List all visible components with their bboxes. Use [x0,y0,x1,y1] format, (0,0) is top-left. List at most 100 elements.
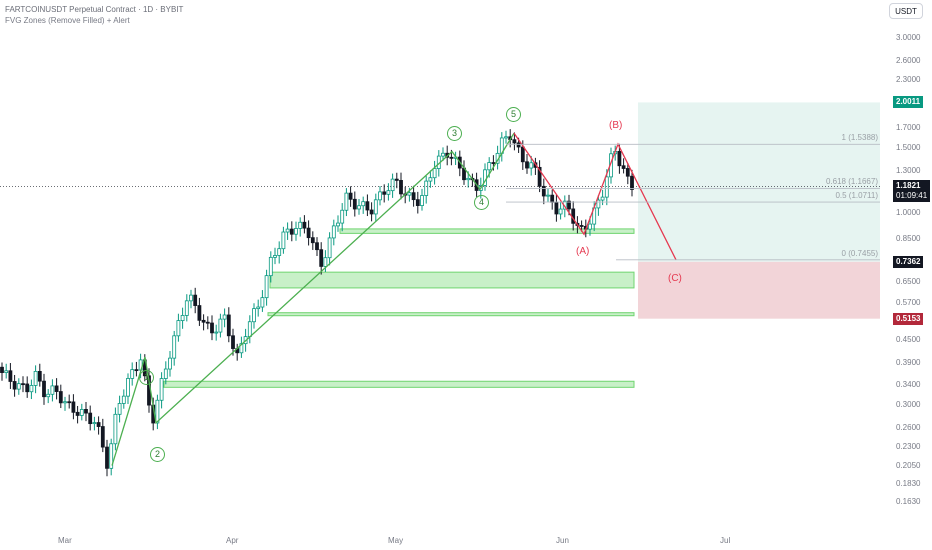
candle [462,160,466,185]
fvg-zone [163,380,635,388]
price-tick: 2.3000 [896,75,921,85]
candle [172,330,177,366]
candle-body [340,209,345,224]
wave-label-2: 2 [150,447,165,462]
candle [630,169,634,197]
candle-body [176,320,181,337]
candle-body [394,178,399,181]
wave-label-(B): (B) [609,120,623,131]
price-tick: 0.5700 [896,297,921,307]
candle-body [100,426,105,448]
candle-body [487,162,492,171]
candle [180,307,185,329]
wave-label-(A): (A) [576,246,590,257]
candle-body [386,190,391,195]
price-tick: 1.7000 [896,123,921,133]
price-tick: 0.3400 [896,379,921,389]
candle [298,217,303,237]
candle [100,418,105,453]
candle [16,378,21,395]
time-tick: Jul [720,536,731,545]
candle-body [415,199,420,206]
candle [319,242,324,275]
wave-label-3: 3 [447,126,462,141]
symbol-title[interactable]: FARTCOINUSDT Perpetual Contract · 1D · B… [5,5,184,14]
candle-body [134,369,139,372]
candle [373,193,378,222]
candle-body [441,152,445,157]
candle [25,376,30,398]
candle-body [197,305,202,321]
candle [529,155,534,176]
time-tick: Jun [556,536,569,545]
candle-body [537,166,542,187]
candle-body [184,300,189,316]
candle-body [33,371,38,386]
candle [617,143,622,174]
candle [550,189,555,210]
candle-body [310,237,315,244]
candle-body [541,185,546,197]
candle-body [558,208,563,215]
candle-body [285,228,290,233]
candle-body [21,383,25,386]
candle [8,363,13,389]
candle-body [529,162,534,169]
candle-body [25,383,30,393]
wave-label-4: 4 [474,195,489,210]
candle [483,163,487,191]
candle-body [226,314,231,337]
candle-body [525,161,529,169]
candle [264,269,269,306]
candle-body [604,176,609,198]
price-tick: 0.4500 [896,335,921,345]
candle [113,407,118,451]
candle [12,374,17,397]
candle [197,297,202,326]
candle-body [210,322,214,334]
candle-body [268,256,273,277]
candle-body [319,249,324,267]
candle [428,170,433,188]
candle [331,219,336,246]
candle-body [71,401,76,413]
candle [369,202,374,222]
price-tick: 3.0000 [896,32,921,42]
candle [306,220,311,246]
candle-body [113,413,118,445]
wave-label-(C): (C) [668,273,682,284]
indicator-label[interactable]: FVG Zones (Remove Filled) + Alert [5,16,130,25]
candle-body [369,209,374,215]
candle-body [42,380,46,398]
candle-body [88,412,93,425]
candle-body [75,411,80,416]
price-tick: 0.2050 [896,460,921,470]
candle [67,394,72,409]
candle [163,361,168,385]
fvg-zone [267,312,635,317]
candle-body [163,368,168,379]
candle-body [46,393,51,398]
candle [546,188,550,203]
candle-body [218,318,223,333]
candle [58,384,63,409]
candle [159,372,164,409]
candle-body [466,177,471,181]
candle-body [600,196,605,201]
candle [386,183,391,201]
candle-body [357,205,361,210]
candle-body [327,237,332,259]
fvg-zone [339,228,635,234]
candle-body [273,255,277,258]
currency-button[interactable]: USDT [889,3,923,19]
candle-body [58,391,63,404]
candle-body [193,294,198,306]
candle [281,226,286,254]
candle-body [16,383,21,390]
candle [218,313,223,338]
candle [315,237,319,256]
candle-body [252,308,256,323]
candle [415,191,420,214]
